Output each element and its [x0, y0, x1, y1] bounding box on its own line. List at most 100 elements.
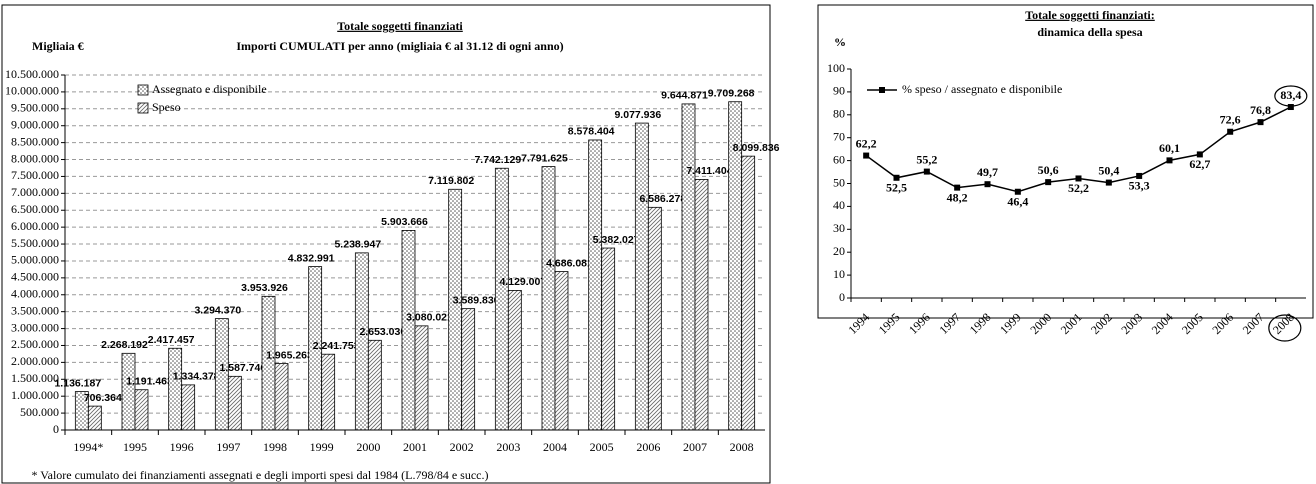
marker	[1287, 104, 1294, 111]
marker	[1045, 179, 1052, 186]
chart-title: Totale soggetti finanziati	[337, 19, 463, 33]
bar	[401, 229, 416, 431]
bar	[741, 155, 756, 431]
chart-title: Totale soggetti finanziati:	[1025, 8, 1155, 22]
marker	[984, 181, 991, 188]
value-label: 9.644.871	[661, 90, 708, 102]
y-tick-label: 3.500.000	[11, 303, 59, 317]
x-tick-label: 2002	[450, 440, 474, 454]
bar	[87, 405, 102, 431]
x-tick-label: 2003	[496, 440, 520, 454]
value-label: 3.080.021	[406, 312, 453, 324]
value-label: 6.586.278	[639, 193, 686, 205]
y-tick-label: 0	[53, 422, 59, 436]
chart-subtitle: Importi CUMULATI per anno (migliaia € al…	[236, 39, 563, 53]
legend-swatch	[137, 84, 149, 96]
legend-label: % speso / assegnato e disponibile	[902, 82, 1062, 96]
value-label: 1.191.463	[126, 375, 173, 387]
value-label: 7.742.129	[474, 154, 521, 166]
bar	[414, 325, 429, 431]
marker	[1257, 119, 1264, 126]
value-label: 3.294.370	[194, 304, 241, 316]
marker	[1196, 151, 1203, 158]
y-tick-label: 100	[827, 61, 845, 75]
y-tick-label: 70	[833, 129, 845, 143]
x-tick-label: 1998	[263, 440, 287, 454]
y-tick-label: 5.000.000	[11, 253, 59, 267]
value-label: 8.099.836	[733, 142, 780, 154]
value-label: 2.241.753	[313, 340, 360, 352]
bar	[134, 389, 149, 431]
x-tick-label: 2004	[543, 440, 567, 454]
bar	[601, 247, 616, 431]
value-label: 7.119.802	[428, 175, 474, 187]
x-tick-label: 2000	[356, 440, 380, 454]
value-label: 5.238.947	[334, 239, 381, 251]
value-label: 2.268.192	[101, 339, 148, 351]
y-tick-label: 9.000.000	[11, 117, 59, 131]
y-tick-label: 80	[833, 107, 845, 121]
x-tick-label: 1995	[123, 440, 147, 454]
y-tick-label: 10.000.000	[5, 84, 59, 98]
bar	[274, 363, 289, 431]
y-tick-label: 8.500.000	[11, 134, 59, 148]
y-tick-label: 5.500.000	[11, 236, 59, 250]
value-label: 55,2	[916, 152, 937, 166]
bar	[507, 290, 522, 431]
value-label: 5.382.027	[593, 234, 640, 246]
marker	[954, 184, 961, 191]
marker	[863, 152, 870, 159]
x-tick-label: 1999	[310, 440, 334, 454]
chart-frame	[817, 4, 1314, 319]
marker	[1227, 128, 1234, 135]
x-tick-label: 2008	[730, 440, 754, 454]
legend-marker	[879, 87, 885, 93]
y-tick-label: 1.000.000	[11, 388, 59, 402]
y-tick-label: 50	[833, 175, 845, 189]
y-tick-label: 4.000.000	[11, 287, 59, 301]
x-tick-label: 1994*	[73, 440, 103, 454]
value-label: 52,2	[1068, 181, 1089, 195]
value-label: 1.334.378	[173, 371, 220, 383]
y-tick-label: 30	[833, 221, 845, 235]
y-tick-label: 1.500.000	[11, 371, 59, 385]
y-axis-label: %	[834, 35, 846, 49]
x-tick-label: 2007	[683, 440, 707, 454]
bar	[647, 206, 662, 431]
bar	[694, 179, 709, 431]
y-tick-label: 2.000.000	[11, 354, 59, 368]
x-tick-label: 2006	[636, 440, 660, 454]
value-label: 706.364	[84, 392, 122, 404]
legend-label: Speso	[152, 100, 181, 114]
value-label: 60,1	[1159, 141, 1180, 155]
x-tick-label: 1996	[170, 440, 194, 454]
y-tick-label: 3.000.000	[11, 320, 59, 334]
y-tick-label: 6.000.000	[11, 219, 59, 233]
bar	[494, 167, 509, 431]
value-label: 2.653.030	[359, 326, 406, 338]
y-tick-label: 9.500.000	[11, 101, 59, 115]
value-label: 4.129.007	[499, 276, 546, 288]
bar	[354, 252, 369, 431]
bar	[367, 339, 382, 431]
marker	[1014, 188, 1021, 195]
value-label: 1.136.187	[54, 377, 101, 389]
marker	[1105, 179, 1112, 186]
y-tick-label: 10.500.000	[5, 67, 59, 81]
value-label: 62,2	[856, 136, 877, 150]
value-label: 7.411.404	[686, 165, 732, 177]
value-label: 53,3	[1129, 179, 1150, 193]
value-label: 9.709.268	[708, 88, 755, 100]
y-tick-label: 6.500.000	[11, 202, 59, 216]
bar	[181, 384, 196, 431]
value-label: 83,4	[1280, 88, 1301, 102]
value-label: 4.832.991	[288, 252, 335, 264]
value-label: 62,7	[1189, 157, 1210, 171]
y-axis-label: Migliaia €	[32, 39, 84, 53]
marker	[1166, 157, 1173, 164]
marker	[1136, 172, 1143, 179]
value-label: 48,2	[947, 190, 968, 204]
bar	[214, 318, 229, 431]
value-label: 50,4	[1098, 163, 1119, 177]
value-label: 76,8	[1250, 103, 1271, 117]
